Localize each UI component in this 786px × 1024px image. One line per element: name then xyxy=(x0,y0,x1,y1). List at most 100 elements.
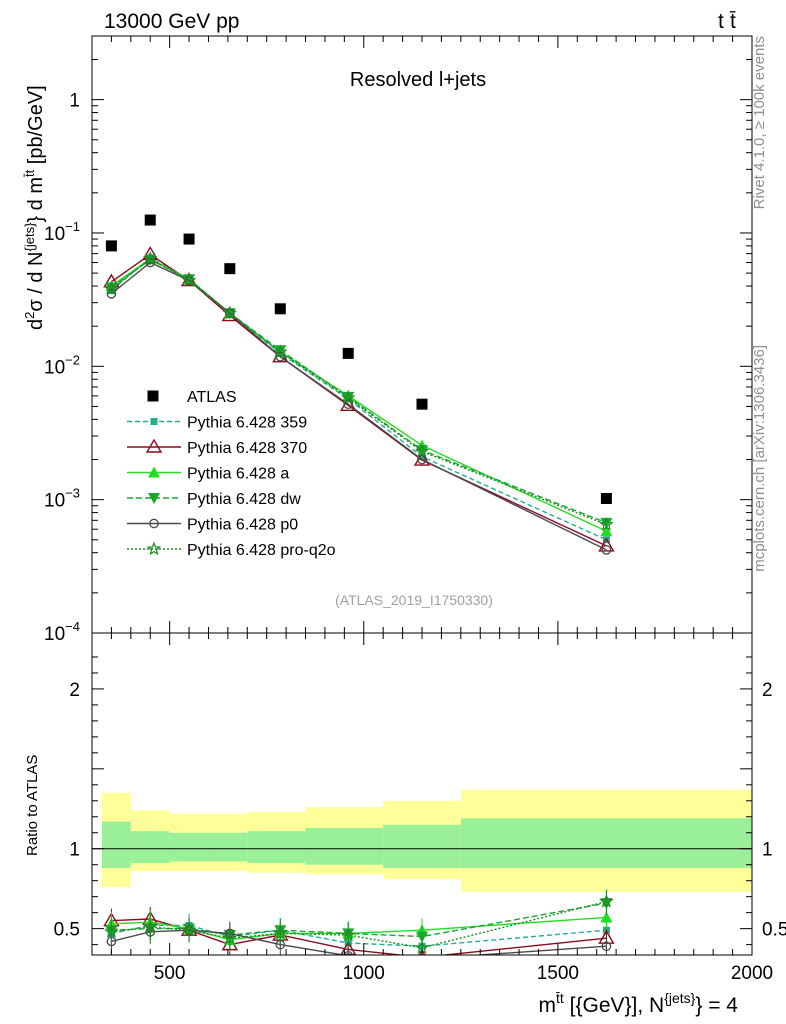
ratio-panel: 0.5 0.5 1 1 2 2 500 1000 1500 2000 Ratio to ATLAS… xyxy=(24,632,786,1017)
mcplots-label: mcplots.cern.ch [arXiv:1306.3436] xyxy=(751,345,768,572)
legend-label: ATLAS xyxy=(187,389,237,406)
data-point xyxy=(598,537,615,552)
y-tick-label: 10−4 xyxy=(44,619,80,645)
ratio-point xyxy=(273,925,288,940)
y-tick-label: 10−1 xyxy=(44,219,80,245)
y-tick-label-right: 0.5 xyxy=(762,920,786,941)
data-point xyxy=(104,281,119,296)
ratio-series xyxy=(104,889,614,955)
data-point xyxy=(181,272,197,287)
y-tick-label: 1 xyxy=(69,91,80,112)
ratio-line xyxy=(111,929,607,955)
y-axis-label-ratio: Ratio to ATLAS xyxy=(24,755,41,856)
stat-uncertainty-band xyxy=(247,831,306,864)
legend-item: Pythia 6.428 p0 xyxy=(127,517,298,534)
header-right: t t̄ xyxy=(718,10,736,33)
ratio-line xyxy=(111,900,607,949)
series-line xyxy=(110,257,607,532)
data-point xyxy=(600,517,613,529)
legend-item: Pythia 6.428 a xyxy=(127,466,289,483)
main-ticks: 1 10−1 10−2 10−3 10−4 xyxy=(44,35,753,645)
atlas-point xyxy=(600,493,612,505)
rivet-label: Rivet 4.1.0, ≥ 100k events xyxy=(751,36,768,209)
ratio-line xyxy=(111,918,607,955)
data-point xyxy=(340,396,357,412)
series-dw xyxy=(105,254,613,529)
header-right-tbar: t̄ xyxy=(730,10,736,33)
atlas-point xyxy=(274,303,286,315)
data-point xyxy=(417,454,427,465)
ratio-point xyxy=(222,930,238,945)
series-line xyxy=(110,258,607,524)
ratio-ticks: 0.5 0.5 1 1 2 2 500 1000 1500 2000 xyxy=(54,632,786,984)
y-tick-label-right: 1 xyxy=(762,840,773,861)
x-axis-label: mt̄t [{GeV}], N{jets}} = 4 xyxy=(539,990,739,1017)
legend-item: Pythia 6.428 pro-q2o xyxy=(127,541,336,559)
stat-uncertainty-band xyxy=(208,832,248,862)
y-tick-label: 10−3 xyxy=(44,486,80,512)
data-point xyxy=(416,445,428,457)
ratio-point xyxy=(181,922,197,937)
atlas-point xyxy=(416,398,428,410)
legend-label: Pythia 6.428 p0 xyxy=(187,517,298,534)
ratio-point xyxy=(419,954,425,955)
data-point xyxy=(601,545,612,555)
legend-label: Pythia 6.428 370 xyxy=(187,440,307,457)
stat-uncertainty-band xyxy=(130,831,170,864)
ratio-point xyxy=(599,893,614,908)
legend-marker xyxy=(145,438,163,453)
ratio-line xyxy=(111,924,607,947)
series-line xyxy=(110,261,607,551)
ratio-point xyxy=(601,941,612,952)
x-tick-label: 2000 xyxy=(731,963,773,984)
ratio-point xyxy=(340,927,356,942)
data-point xyxy=(144,254,157,266)
stat-uncertainty-band xyxy=(460,818,752,868)
y-tick-label: 0.5 xyxy=(54,920,80,941)
stat-uncertainty-band xyxy=(305,827,384,865)
header-left: 13000 GeV pp xyxy=(104,10,239,33)
legend-marker xyxy=(150,418,158,425)
y-tick-label: 2 xyxy=(69,680,80,701)
stat-uncertainty-band xyxy=(102,821,131,868)
ratio-point xyxy=(343,950,354,955)
series-359 xyxy=(107,254,610,544)
x-tick-label: 500 xyxy=(154,963,186,984)
ratio-point xyxy=(142,919,158,934)
atlas-point xyxy=(105,240,117,252)
y-axis-label-main: d2σ / d N{jets}} d mt̄t [pb/GeV] xyxy=(22,85,47,330)
legend-label: Pythia 6.428 a xyxy=(187,466,289,483)
data-point xyxy=(340,390,356,405)
legend-label: Pythia 6.428 dw xyxy=(187,491,301,508)
series-atlas xyxy=(105,214,612,505)
ratio-point xyxy=(104,924,119,939)
data-point xyxy=(342,391,355,403)
atlas-point xyxy=(342,347,354,359)
watermark: (ATLAS_2019_I1750330) xyxy=(335,592,493,608)
data-point xyxy=(106,288,117,299)
y-tick-label: 1 xyxy=(69,840,80,861)
legend-item: Pythia 6.428 370 xyxy=(127,438,307,457)
y-tick-label-right: 2 xyxy=(762,680,773,701)
ratio-series xyxy=(105,891,613,949)
data-point xyxy=(222,305,238,320)
legend-item: Pythia 6.428 dw xyxy=(127,491,301,508)
ratio-line xyxy=(111,916,607,941)
series-pro-q2o xyxy=(104,251,614,531)
legend-marker xyxy=(148,466,160,478)
series-370 xyxy=(103,246,615,552)
data-point xyxy=(142,251,158,266)
main-series xyxy=(103,214,615,555)
y-tick-label: 10−2 xyxy=(44,352,80,378)
data-point xyxy=(413,451,431,466)
ratio-point xyxy=(600,911,613,923)
legend: ATLAS Pythia 6.428 359 Pythia 6.428 370 Pyt… xyxy=(127,389,336,559)
data-point xyxy=(273,344,288,359)
data-point xyxy=(599,516,614,531)
data-point xyxy=(418,453,426,461)
ratio-series xyxy=(103,889,615,955)
header-right-t: t xyxy=(718,10,724,33)
atlas-point xyxy=(183,233,195,245)
ratio-series-group xyxy=(103,889,615,955)
data-point xyxy=(105,282,118,294)
